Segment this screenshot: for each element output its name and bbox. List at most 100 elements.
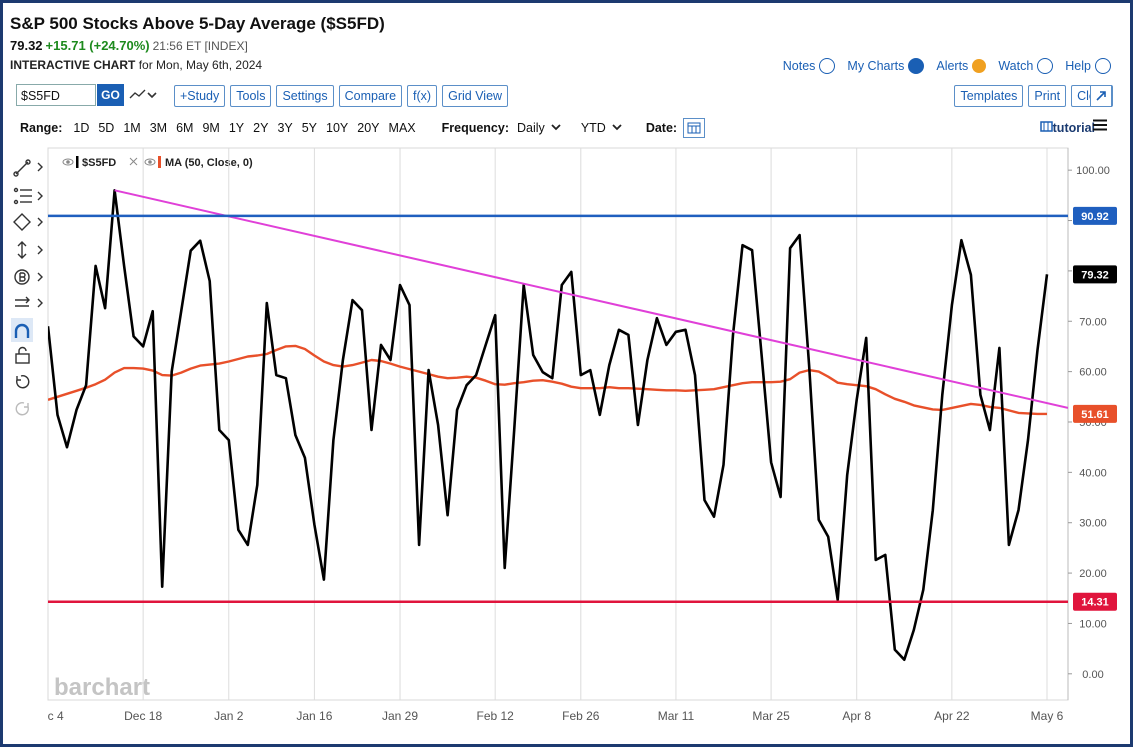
toolbar-button[interactable]: Compare bbox=[339, 85, 402, 107]
x-tick-label: Mar 25 bbox=[752, 709, 790, 723]
x-tick-label: Jan 29 bbox=[382, 709, 418, 723]
range-option[interactable]: 20Y bbox=[357, 121, 379, 135]
tutorial-text: tutorial bbox=[1053, 121, 1095, 135]
x-tick-label: Feb 26 bbox=[562, 709, 600, 723]
chart-label: INTERACTIVE CHART bbox=[10, 58, 135, 72]
range-bar: Range: 1D 5D 1M 3M 6M 9M 1Y 2Y 3Y 5Y 10Y 20Y MAX Fre… bbox=[20, 118, 705, 138]
range-option[interactable]: 6M bbox=[176, 121, 193, 135]
legend-swatch bbox=[76, 156, 79, 168]
tool-undo[interactable] bbox=[17, 376, 29, 388]
range-option[interactable]: 5Y bbox=[302, 121, 317, 135]
link-icon bbox=[908, 58, 924, 74]
range-option[interactable]: MAX bbox=[389, 121, 416, 135]
legend-label: MA (50, Close, 0) bbox=[165, 157, 253, 169]
y-tick-label: 20.00 bbox=[1079, 568, 1107, 580]
y-tick-label: 0.00 bbox=[1082, 669, 1103, 681]
link-text: My Charts bbox=[847, 59, 904, 73]
link-icon bbox=[972, 59, 986, 73]
frequency-label: Frequency: bbox=[442, 121, 509, 135]
y-tick-label: 30.00 bbox=[1079, 518, 1107, 530]
x-tick-label: Mar 11 bbox=[658, 709, 695, 723]
range-option[interactable]: 1D bbox=[73, 121, 89, 135]
tool-fib[interactable] bbox=[15, 189, 43, 204]
go-button[interactable]: GO bbox=[97, 84, 124, 106]
title: S&P 500 Stocks Above 5-Day Average ($S5F… bbox=[10, 14, 385, 34]
range-label: Range: bbox=[20, 121, 62, 135]
date-picker[interactable] bbox=[683, 118, 705, 138]
quote: 79.32+15.71 (+24.70%)21:56 ET [INDEX] bbox=[10, 38, 248, 53]
period-select[interactable]: YTD bbox=[581, 121, 624, 135]
header-link[interactable]: Watch bbox=[998, 58, 1053, 74]
frequency-select[interactable]: Daily bbox=[517, 121, 563, 135]
drawing-toolbar[interactable] bbox=[11, 160, 42, 415]
menu-button[interactable] bbox=[1093, 119, 1107, 131]
range-option[interactable]: 1M bbox=[123, 121, 140, 135]
link-icon bbox=[1037, 58, 1053, 74]
tool-shape[interactable] bbox=[14, 214, 42, 230]
last-price: 79.32 bbox=[10, 38, 43, 53]
last-value-label: 51.61 bbox=[1081, 409, 1109, 421]
dropdown-caret bbox=[610, 123, 624, 133]
x-tick-label: May 6 bbox=[1031, 709, 1064, 723]
y-tick-label: 60.00 bbox=[1079, 367, 1107, 379]
x-tick-label: Jan 16 bbox=[296, 709, 332, 723]
range-option[interactable]: 5D bbox=[98, 121, 114, 135]
range-option[interactable]: 1Y bbox=[229, 121, 244, 135]
range-option[interactable]: 3Y bbox=[277, 121, 292, 135]
toolbar-left: +StudyToolsSettings Comparef(x)Grid View bbox=[174, 85, 508, 107]
quote-time: 21:56 ET [INDEX] bbox=[153, 39, 248, 53]
y-tick-label: 10.00 bbox=[1079, 618, 1107, 630]
tool-redo[interactable] bbox=[16, 403, 28, 415]
period-value: YTD bbox=[581, 121, 606, 135]
chart-type-menu[interactable] bbox=[128, 86, 158, 104]
link-text: Notes bbox=[783, 59, 816, 73]
tool-b[interactable] bbox=[15, 270, 42, 284]
watermark: barchart bbox=[54, 674, 150, 701]
x-tick-label: Dec 18 bbox=[124, 709, 162, 723]
tool-lock[interactable] bbox=[16, 348, 29, 363]
header-link[interactable]: Alerts bbox=[936, 58, 986, 74]
dropdown-caret bbox=[549, 123, 563, 133]
legend-label: $S5FD bbox=[82, 157, 116, 169]
tutorial-icon bbox=[1040, 121, 1053, 132]
tool-arrows[interactable] bbox=[15, 297, 42, 307]
x-tick-label: Jan 2 bbox=[214, 709, 244, 723]
range-option[interactable]: 3M bbox=[150, 121, 167, 135]
y-tick-label: 100.00 bbox=[1076, 165, 1110, 177]
link-text: Watch bbox=[998, 59, 1033, 73]
tool-line[interactable] bbox=[14, 160, 42, 176]
symbol-input[interactable]: $S5FD bbox=[16, 84, 96, 106]
toolbar-button[interactable]: Templates bbox=[954, 85, 1023, 107]
toolbar-button[interactable]: Tools bbox=[230, 85, 271, 107]
link-text: Alerts bbox=[936, 59, 968, 73]
link-icon bbox=[1095, 58, 1111, 74]
expand-button[interactable] bbox=[1090, 85, 1112, 107]
range-option[interactable]: 10Y bbox=[326, 121, 348, 135]
range-option[interactable]: 2Y bbox=[253, 121, 268, 135]
header-link[interactable]: My Charts bbox=[847, 58, 924, 74]
header-link[interactable]: Notes bbox=[783, 58, 836, 74]
tutorial-link[interactable]: tutorial bbox=[1040, 121, 1095, 135]
y-tick-label: 70.00 bbox=[1079, 316, 1107, 328]
plot-area bbox=[48, 148, 1068, 700]
toolbar-button[interactable]: f(x) bbox=[407, 85, 437, 107]
price-box-label: 14.31 bbox=[1081, 597, 1109, 609]
range-options: 1D 5D 1M 3M 6M 9M 1Y 2Y 3Y 5Y 10Y 20Y MAX bbox=[73, 121, 415, 135]
range-option[interactable]: 9M bbox=[202, 121, 219, 135]
header-link[interactable]: Help bbox=[1065, 58, 1111, 74]
chart-caption: INTERACTIVE CHART for Mon, May 6th, 2024 bbox=[10, 58, 262, 72]
price-box-label: 90.92 bbox=[1081, 211, 1109, 223]
x-tick-label: Apr 22 bbox=[934, 709, 970, 723]
y-tick-label: 40.00 bbox=[1079, 467, 1107, 479]
toolbar-button[interactable]: Grid View bbox=[442, 85, 508, 107]
header-links: Notes My Charts Alerts Watch Help bbox=[783, 58, 1111, 74]
legend-swatch bbox=[158, 156, 161, 168]
toolbar-button[interactable]: Settings bbox=[276, 85, 333, 107]
x-tick-label: Dec 4 bbox=[32, 709, 64, 723]
tool-magnet[interactable] bbox=[11, 318, 33, 342]
toolbar-button[interactable]: Print bbox=[1028, 85, 1066, 107]
toolbar-button[interactable]: +Study bbox=[174, 85, 225, 107]
tool-measure[interactable] bbox=[18, 242, 42, 258]
x-tick-label: Feb 12 bbox=[476, 709, 514, 723]
